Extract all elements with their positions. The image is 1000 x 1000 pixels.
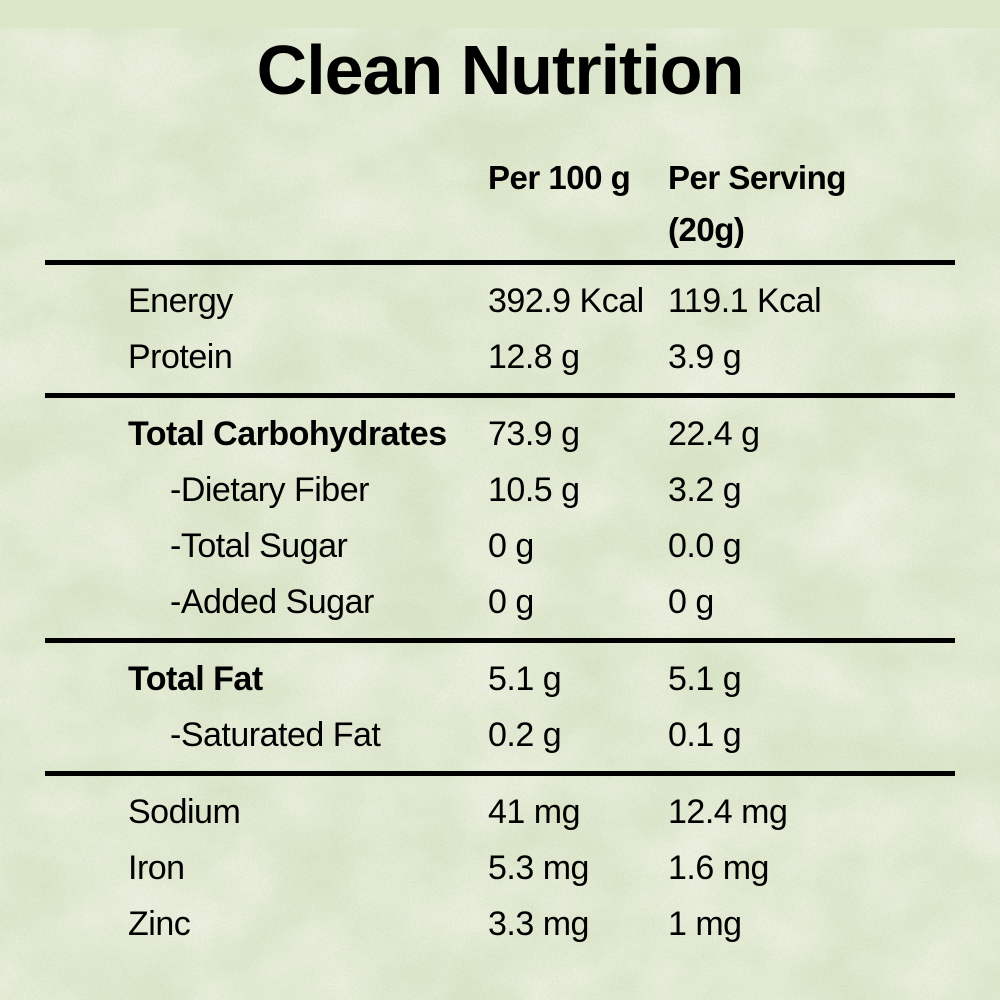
page-title: Clean Nutrition [256,31,745,109]
serving-size-note: (20g) [668,211,745,248]
value-per-serving: 22.4 g [668,414,760,453]
value-per-100g: 41 mg [488,792,581,831]
value-per-100g: 12.8 g [488,337,580,376]
value-per-serving: 3.9 g [668,337,742,376]
nutrition-table: Per 100 g Per Serving (20g) Energy 392.9 … [45,152,955,960]
value-per-100g: 73.9 g [488,414,580,453]
nutrient-label: Iron [128,848,185,887]
row-total-carbohydrates: Total Carbohydrates 73.9 g 22.4 g [45,406,955,462]
nutrient-label: Total Fat [128,659,263,698]
value-per-100g: 0.2 g [488,715,562,754]
value-per-100g: 10.5 g [488,470,580,509]
value-per-100g: 392.9 Kcal [488,281,644,320]
value-per-100g: 3.3 mg [488,904,589,943]
value-per-serving: 0.0 g [668,526,742,565]
row-total-fat: Total Fat 5.1 g 5.1 g [45,651,955,707]
nutrient-label: -Total Sugar [170,526,348,565]
nutrient-label: -Saturated Fat [170,715,381,754]
value-per-serving: 0 g [668,582,714,621]
table-header-row: Per 100 g Per Serving (20g) [45,152,955,260]
row-energy: Energy 392.9 Kcal 119.1 Kcal [45,273,955,329]
row-zinc: Zinc 3.3 mg 1 mg [45,896,955,952]
nutrient-label: Total Carbohydrates [128,414,447,453]
column-header-per-serving: Per Serving (20g) [668,152,955,256]
value-per-serving: 1.6 mg [668,848,769,887]
row-protein: Protein 12.8 g 3.9 g [45,329,955,385]
value-per-serving: 1 mg [668,904,742,943]
section-carbohydrates: Total Carbohydrates 73.9 g 22.4 g -Dieta… [45,398,955,638]
value-per-serving: 0.1 g [668,715,742,754]
value-per-100g: 0 g [488,582,534,621]
row-dietary-fiber: -Dietary Fiber 10.5 g 3.2 g [45,462,955,518]
nutrient-label: -Dietary Fiber [170,470,369,509]
column-header-per-100g: Per 100 g [488,159,631,196]
nutrient-label: Zinc [128,904,191,943]
value-per-100g: 5.1 g [488,659,562,698]
value-per-serving: 12.4 mg [668,792,788,831]
nutrient-label: Protein [128,337,233,376]
per-serving-label: Per Serving [668,159,846,196]
row-saturated-fat: -Saturated Fat 0.2 g 0.1 g [45,707,955,763]
value-per-100g: 0 g [488,526,534,565]
section-macros: Energy 392.9 Kcal 119.1 Kcal Protein 12.… [45,265,955,393]
row-iron: Iron 5.3 mg 1.6 mg [45,840,955,896]
nutrition-label: Clean Nutrition Per 100 g Per Serving (20… [0,28,1000,960]
value-per-100g: 5.3 mg [488,848,589,887]
nutrient-label: Sodium [128,792,241,831]
row-sodium: Sodium 41 mg 12.4 mg [45,784,955,840]
section-minerals: Sodium 41 mg 12.4 mg Iron 5.3 mg 1.6 mg … [45,776,955,960]
section-fat: Total Fat 5.1 g 5.1 g -Saturated Fat 0.2… [45,643,955,771]
nutrient-label: -Added Sugar [170,582,374,621]
value-per-serving: 119.1 Kcal [668,281,822,320]
row-total-sugar: -Total Sugar 0 g 0.0 g [45,518,955,574]
row-added-sugar: -Added Sugar 0 g 0 g [45,574,955,630]
value-per-serving: 5.1 g [668,659,742,698]
nutrient-label: Energy [128,281,233,320]
value-per-serving: 3.2 g [668,470,742,509]
